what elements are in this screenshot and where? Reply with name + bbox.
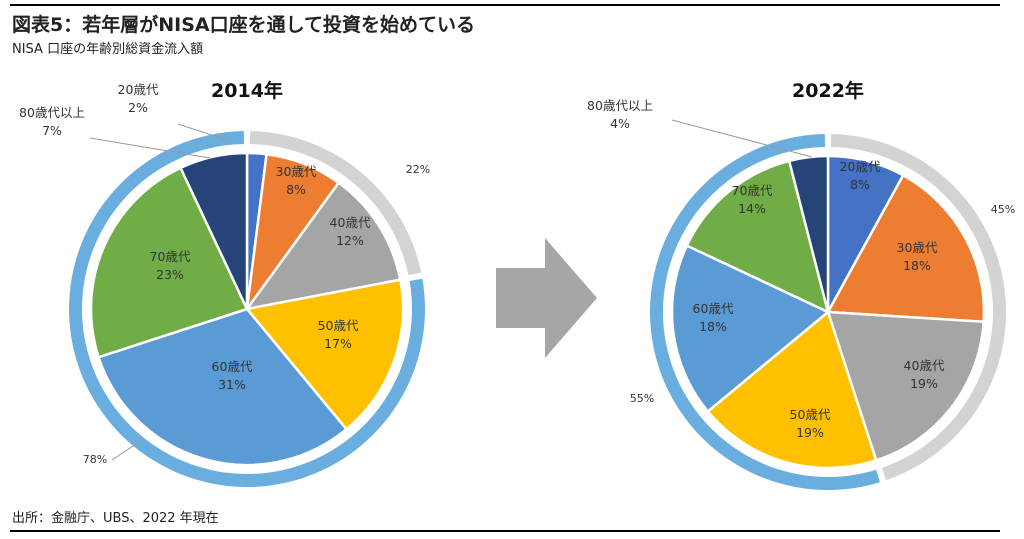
slice-pct-2022-70s: 14% — [738, 201, 766, 216]
slice-label-2022-40s: 40歳代 — [904, 358, 945, 373]
slice-pct-2022-20s: 8% — [850, 177, 870, 192]
slice-label-2022-70s: 70歳代 — [732, 183, 773, 198]
slice-label-2014-40s: 40歳代 — [330, 215, 371, 230]
outer-ring-label-2022-outer_young: 45% — [991, 203, 1015, 216]
page-subtitle: NISA 口座の年齢別総資金流入額 — [12, 42, 204, 57]
outer-ring-label-2014-outer_young: 22% — [406, 163, 430, 176]
slice-pct-2014-80s: 7% — [42, 123, 62, 138]
slice-label-2022-50s: 50歳代 — [790, 407, 831, 422]
pie-slice-2022-40s — [826, 310, 986, 462]
slice-pct-2022-40s: 19% — [910, 376, 938, 391]
pie-slice-2022-80s — [787, 154, 830, 313]
pie-slice-2014-80s — [178, 151, 249, 310]
top-rule — [10, 4, 1000, 6]
pie-slice-2022-50s — [706, 309, 878, 470]
pie-slice-2014-50s — [244, 278, 405, 431]
leader-line-2014-outer_old — [111, 439, 143, 461]
slice-pct-2014-40s: 12% — [336, 233, 364, 248]
slice-pct-2022-30s: 18% — [903, 258, 931, 273]
slice-label-2014-70s: 70歳代 — [150, 249, 191, 264]
slice-label-2022-60s: 60歳代 — [693, 301, 734, 316]
slice-label-2022-20s: 20歳代 — [840, 159, 881, 174]
slice-label-2014-30s: 30歳代 — [276, 164, 317, 179]
outer-ring-label-2022-outer_old: 55% — [630, 392, 654, 405]
slice-label-2014-80s: 80歳代以上 — [19, 105, 85, 120]
outer-ring-label-2014-outer_old: 78% — [83, 453, 107, 466]
leader-line-2022-80s — [671, 119, 813, 158]
slice-pct-2014-30s: 8% — [286, 182, 306, 197]
pie-slice-2022-70s — [685, 159, 830, 315]
pie-slice-2014-60s — [97, 307, 349, 467]
leader-line-2014-20s — [177, 123, 231, 142]
pie-slice-2022-30s — [825, 173, 986, 324]
slice-label-2014-20s: 20歳代 — [118, 82, 159, 97]
chart-title-2022: 2022年 — [792, 79, 864, 102]
slice-label-2022-80s: 80歳代以上 — [587, 98, 653, 113]
slice-pct-2022-80s: 4% — [610, 116, 630, 131]
slice-label-2014-60s: 60歳代 — [212, 359, 253, 374]
bottom-rule — [10, 530, 1000, 532]
slice-pct-2022-50s: 19% — [796, 425, 824, 440]
slice-label-2022-30s: 30歳代 — [897, 240, 938, 255]
pie-slice-2022-60s — [670, 243, 831, 414]
slice-label-2014-50s: 50歳代 — [318, 318, 359, 333]
slice-pct-2014-70s: 23% — [156, 267, 184, 282]
page-title: 図表5：若年層がNISA口座を通して投資を始めている — [12, 14, 476, 36]
chart-title-2014: 2014年 — [211, 79, 283, 102]
slice-pct-2014-50s: 17% — [324, 336, 352, 351]
slice-pct-2022-60s: 18% — [699, 319, 727, 334]
source-note: 出所：金融庁、UBS、2022 年現在 — [12, 511, 219, 526]
outer-ring-segment-2014-outer_young — [249, 131, 422, 276]
slice-pct-2014-20s: 2% — [128, 100, 148, 115]
leader-line-2014-80s — [89, 137, 211, 159]
pie-slice-2014-70s — [89, 166, 249, 359]
right-arrow-icon — [496, 238, 597, 358]
slice-pct-2014-60s: 31% — [218, 377, 246, 392]
pie-slice-2014-40s — [244, 181, 402, 311]
